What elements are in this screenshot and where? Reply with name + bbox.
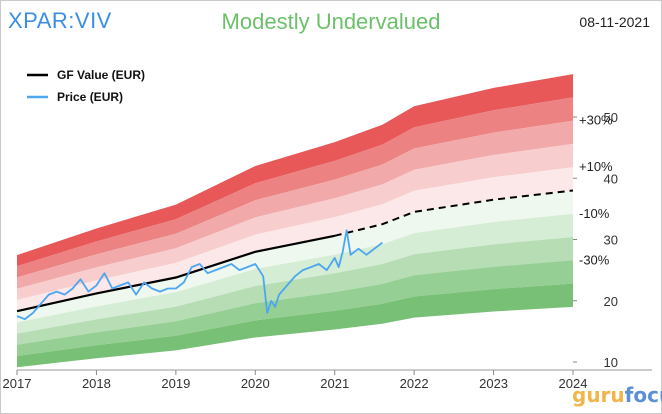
x-tick-label: 2020 bbox=[241, 376, 270, 391]
valuation-bands bbox=[17, 74, 573, 368]
legend-label-price: Price (EUR) bbox=[57, 90, 123, 104]
band-labels: +30% +10% -10% -30% bbox=[579, 113, 613, 268]
x-axis-ticks: 2017 2018 2019 2020 2021 2022 2023 2024 bbox=[3, 369, 652, 391]
gf-value-line bbox=[16, 234, 335, 313]
valuation-band bbox=[17, 167, 573, 312]
band-label: -30% bbox=[579, 252, 610, 267]
x-tick-label: 2022 bbox=[400, 376, 429, 391]
y-tick-label: 30 bbox=[604, 233, 618, 248]
band-label: +30% bbox=[579, 113, 613, 128]
ticker-title: XPAR:VIV bbox=[8, 8, 112, 33]
date-label: 08-11-2021 bbox=[579, 14, 650, 30]
chart-lines bbox=[16, 189, 574, 320]
y-tick-label: 50 bbox=[604, 110, 618, 125]
x-tick-label: 2018 bbox=[82, 376, 111, 391]
band-label: +10% bbox=[579, 159, 613, 174]
x-tick-label: 2021 bbox=[320, 376, 349, 391]
price-line bbox=[16, 229, 383, 320]
band-label: -10% bbox=[579, 206, 610, 221]
valuation-band bbox=[17, 260, 573, 356]
valuation-band bbox=[17, 143, 573, 300]
x-tick-label: 2023 bbox=[479, 376, 508, 391]
y-tick-label: 10 bbox=[604, 355, 618, 370]
valuation-status: Modestly Undervalued bbox=[221, 9, 441, 34]
y-axis-ticks: 10 20 30 40 50 bbox=[573, 110, 618, 370]
x-tick-label: 2019 bbox=[161, 376, 190, 391]
y-tick-label: 40 bbox=[604, 171, 618, 186]
x-tick-label: 2024 bbox=[559, 376, 588, 391]
valuation-band bbox=[17, 97, 573, 278]
y-tick-label: 20 bbox=[604, 294, 618, 309]
valuation-band bbox=[17, 213, 573, 334]
valuation-band bbox=[17, 283, 573, 368]
x-tick-label: 2017 bbox=[3, 376, 32, 391]
gurufocus-logo: gurufocus bbox=[572, 383, 662, 407]
chart-legend: GF Value (EUR) Price (EUR) bbox=[27, 68, 145, 104]
gurufocus-watermark: gurufocus bbox=[572, 383, 662, 407]
legend-label-gf-value: GF Value (EUR) bbox=[57, 68, 145, 82]
valuation-band bbox=[17, 74, 573, 267]
valuation-band bbox=[17, 120, 573, 289]
valuation-band bbox=[17, 237, 573, 345]
